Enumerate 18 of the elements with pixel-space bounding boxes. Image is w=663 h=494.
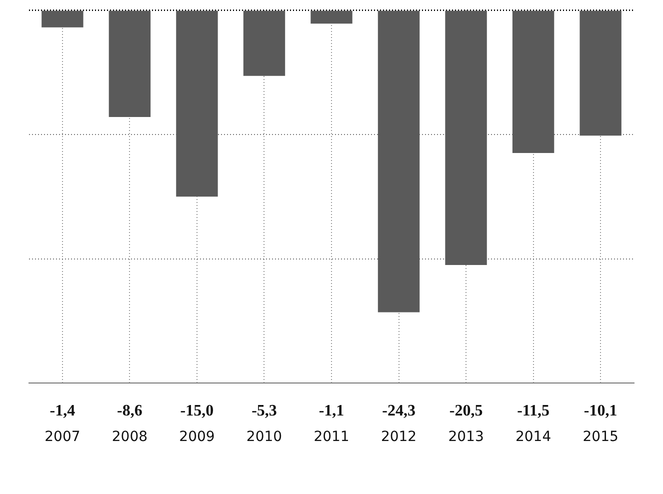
data-label: -1,4 [50, 402, 76, 420]
x-tick-label: 2007 [44, 429, 80, 446]
data-label: -1,1 [318, 402, 344, 420]
data-label: -5,3 [252, 402, 277, 420]
x-tick-label: 2012 [380, 429, 417, 446]
data-label: -24,3 [382, 402, 416, 420]
x-tick-label: 2008 [112, 429, 148, 446]
data-label: -15,0 [180, 402, 214, 420]
x-tick-label: 2013 [448, 429, 484, 446]
data-label: -10,1 [584, 402, 618, 420]
data-label: -8,6 [117, 402, 142, 420]
x-tick-label: 2015 [582, 429, 618, 446]
x-tick-label: 2011 [314, 429, 350, 446]
x-tick-label: 2010 [246, 429, 282, 446]
x-tick-label: 2009 [179, 429, 215, 446]
x-tick-label: 2014 [515, 429, 552, 446]
data-label: -11,5 [517, 402, 550, 420]
data-label: -20,5 [449, 402, 483, 420]
